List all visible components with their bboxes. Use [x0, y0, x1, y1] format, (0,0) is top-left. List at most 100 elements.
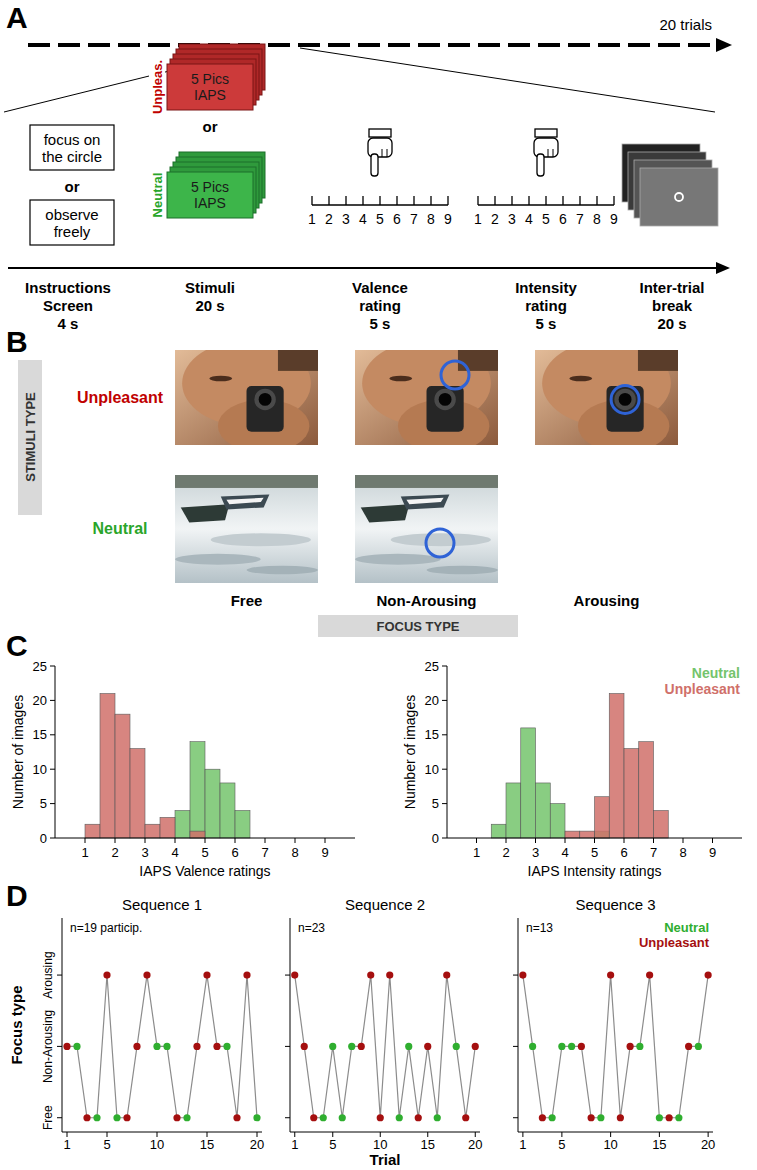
label-background [149, 58, 165, 116]
x-tick [565, 838, 566, 843]
y-tick [285, 975, 290, 976]
hand-icon [534, 129, 558, 176]
boat [181, 504, 230, 522]
scale-number: 6 [393, 211, 401, 227]
photo-unpleasant [535, 350, 678, 445]
trial-point [529, 1043, 536, 1050]
trial-point [367, 971, 374, 978]
trial-point [348, 1043, 355, 1050]
bar [565, 831, 580, 838]
muzzle [434, 389, 455, 410]
text-line: observe [45, 206, 98, 223]
x-tick [476, 838, 477, 843]
boat [221, 494, 270, 509]
y-tick-label: 10 [33, 762, 47, 777]
trial-point [588, 1114, 595, 1121]
text-line: rating [525, 297, 567, 314]
x-tick-label: 9 [709, 845, 716, 860]
trial-point [310, 1114, 317, 1121]
x-tick-label: 5 [558, 1137, 565, 1152]
picture-card [167, 172, 253, 218]
text-line: the circle [42, 148, 102, 165]
x-axis-title: Trial [370, 1151, 401, 1168]
trials-label: 20 trials [659, 16, 712, 33]
boat-stripe [226, 498, 263, 504]
scale-tick [511, 196, 512, 205]
y-tick-label: 10 [425, 762, 439, 777]
y-tick [50, 734, 55, 735]
text-line: freely [54, 223, 91, 240]
x-axis [518, 1132, 713, 1133]
trial-point [646, 971, 653, 978]
x-tick [235, 838, 236, 843]
x-tick [712, 838, 713, 843]
step-duration: 4 s [58, 315, 79, 332]
bar [609, 694, 624, 838]
chart-title: Sequence 2 [345, 896, 425, 913]
sequence-chart: Sequence 1FreeNon-ArousingArousing151015… [8, 896, 265, 1152]
bore [259, 393, 272, 406]
scale-number: 6 [559, 211, 567, 227]
y-tick [442, 700, 447, 701]
scale-number: 9 [610, 211, 618, 227]
trial-point [443, 971, 450, 978]
bore [439, 393, 452, 406]
scale-number: 3 [342, 211, 350, 227]
sequence-line [523, 975, 708, 1118]
stimulus-label: Unpleas. [150, 60, 165, 114]
focus-circle [426, 529, 454, 557]
shore [355, 475, 498, 488]
focus-circle [611, 385, 639, 413]
trial-point [377, 1114, 384, 1121]
marks [291, 971, 479, 1121]
bar [235, 810, 250, 838]
y-tick [57, 1117, 62, 1118]
row-title: STIMULI TYPE [23, 392, 38, 482]
scale-tick [447, 196, 448, 205]
x-tick [145, 838, 146, 843]
trial-point [63, 1043, 70, 1050]
column-label: Non-Arousing [377, 592, 477, 609]
hand-finger [537, 154, 544, 176]
sequence-line [295, 975, 476, 1118]
hair [278, 350, 318, 371]
row-label: Neutral [92, 520, 147, 537]
trial-point [558, 1043, 565, 1050]
x-tick-label: 20 [468, 1137, 482, 1152]
instruction-text: focus onthe circle [42, 131, 102, 165]
step-label: Intensityrating [515, 279, 577, 314]
x-tick-label: 10 [603, 1137, 617, 1152]
chart-title: Sequence 3 [575, 896, 655, 913]
bar [220, 783, 235, 838]
y-axis [518, 918, 519, 1132]
row-title-box [18, 360, 42, 515]
bars [85, 694, 250, 838]
legend-entry: Neutral [692, 665, 740, 681]
eye [569, 376, 592, 382]
sequence-chart: Sequence 315101520n=13NeutralUnpleasant [513, 896, 715, 1152]
trial-point [223, 1043, 230, 1050]
panel-letter: B [6, 325, 28, 358]
hair [458, 350, 498, 371]
instruction-box [30, 200, 114, 245]
x-tick-label: 5 [201, 845, 208, 860]
trial-point [213, 1043, 220, 1050]
hand-knuckle [387, 149, 388, 157]
trial-point [133, 1043, 140, 1050]
y-tick-label: 20 [425, 693, 439, 708]
y-axis-title: Number of images [10, 695, 26, 809]
scale-number: 7 [576, 211, 584, 227]
trial-point [73, 1043, 80, 1050]
column-title: FOCUS TYPE [376, 619, 459, 634]
bore [619, 393, 632, 406]
annotation: n=19 particip. [70, 921, 142, 935]
x-tick-label: 20 [250, 1137, 264, 1152]
scale-tick [477, 196, 478, 205]
screen [640, 168, 718, 226]
text-line: focus on [44, 131, 101, 148]
x-tick-label: 2 [502, 845, 509, 860]
x-tick-label: 6 [620, 845, 627, 860]
text-line: Screen [43, 297, 93, 314]
panel-letter: D [6, 879, 28, 912]
y-tick [50, 769, 55, 770]
